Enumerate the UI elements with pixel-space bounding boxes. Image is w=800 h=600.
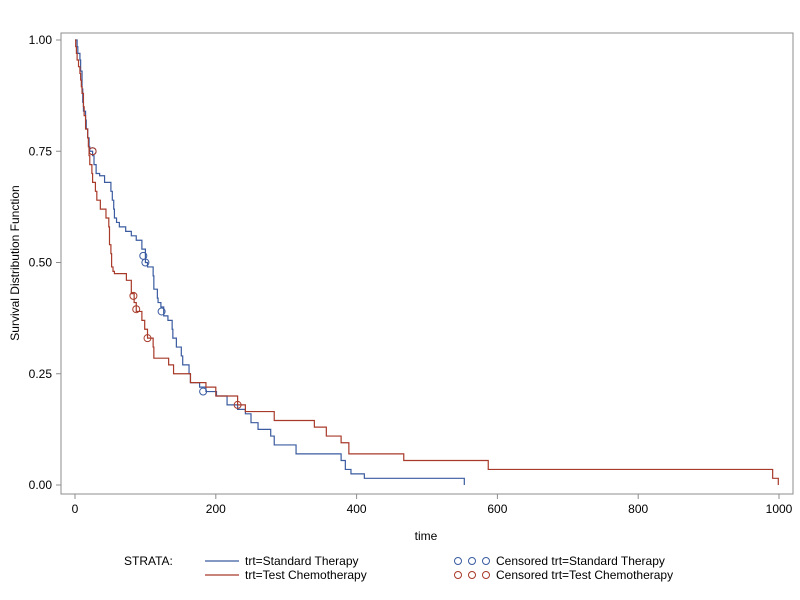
x-tick-label: 400 bbox=[347, 502, 367, 516]
legend-censor-marker bbox=[468, 557, 476, 565]
censor-marker-0 bbox=[157, 307, 166, 316]
legend-censor-marker bbox=[454, 571, 462, 579]
y-axis: 0.00 0.25 0.50 0.75 1.00 bbox=[29, 33, 61, 492]
censor-marker-1 bbox=[233, 400, 242, 409]
y-tick-label: 0.75 bbox=[29, 144, 53, 158]
legend-censor-marker bbox=[482, 557, 490, 565]
x-axis-title: time bbox=[415, 529, 438, 543]
y-tick-label: 1.00 bbox=[29, 33, 53, 47]
legend-censor-marker bbox=[454, 557, 462, 565]
x-tick-label: 1000 bbox=[766, 502, 793, 516]
x-axis: 0 200 400 600 800 1000 bbox=[72, 494, 793, 516]
legend-censor-markers-test bbox=[454, 571, 490, 579]
censor-marker-0 bbox=[199, 387, 208, 396]
legend-title: STRATA: bbox=[124, 554, 173, 568]
x-tick-label: 0 bbox=[72, 502, 79, 516]
censor-marker-1 bbox=[129, 291, 138, 300]
censor-marker-1 bbox=[132, 305, 141, 314]
x-tick-label: 200 bbox=[206, 502, 226, 516]
series-line-1 bbox=[75, 39, 779, 485]
plot-frame bbox=[60, 32, 794, 495]
censor-marker-1 bbox=[88, 147, 97, 156]
legend: STRATA: trt=Standard Therapy trt=Test Ch… bbox=[124, 554, 673, 582]
legend-label-censored-test: Censored trt=Test Chemotherapy bbox=[496, 568, 673, 582]
legend-label-censored-standard: Censored trt=Standard Therapy bbox=[496, 554, 665, 568]
legend-label-test: trt=Test Chemotherapy bbox=[245, 568, 367, 582]
legend-label-standard: trt=Standard Therapy bbox=[245, 554, 359, 568]
y-tick-label: 0.25 bbox=[29, 367, 53, 381]
x-tick-label: 600 bbox=[487, 502, 507, 516]
x-tick-label: 800 bbox=[628, 502, 648, 516]
y-tick-label: 0.50 bbox=[29, 256, 53, 270]
legend-censor-markers-standard bbox=[454, 557, 490, 565]
censor-marker-0 bbox=[141, 258, 150, 267]
legend-censor-marker bbox=[468, 571, 476, 579]
y-axis-title: Survival Distribution Function bbox=[8, 185, 22, 340]
series-line-0 bbox=[75, 39, 465, 485]
y-tick-label: 0.00 bbox=[29, 478, 53, 492]
series-layer bbox=[75, 39, 779, 485]
censor-marker-1 bbox=[143, 334, 152, 343]
legend-censor-marker bbox=[482, 571, 490, 579]
